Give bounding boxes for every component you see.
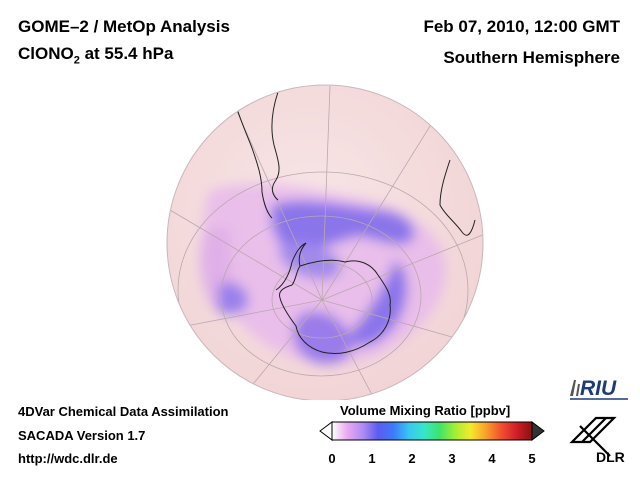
south-america-coast bbox=[231, 89, 280, 219]
colorbar-tick: 2 bbox=[408, 451, 416, 466]
colorbar-low-arrow bbox=[319, 421, 333, 441]
coastlines bbox=[179, 89, 476, 361]
dlr-logo: DLR bbox=[569, 416, 625, 465]
antarctica-coast bbox=[279, 259, 391, 355]
colorbar-tick: 0 bbox=[328, 451, 336, 466]
colorbar-tick: 3 bbox=[448, 451, 456, 466]
footer-url[interactable]: http://wdc.dlr.de bbox=[18, 451, 118, 466]
colorbar-high-arrow bbox=[531, 421, 545, 441]
colorbar bbox=[319, 421, 545, 441]
species-name: ClONO bbox=[18, 44, 74, 63]
title-line-2: ClONO2 at 55.4 hPa bbox=[18, 44, 173, 66]
field-core-north bbox=[271, 200, 415, 252]
date-label: Feb 07, 2010, 12:00 GMT bbox=[423, 17, 620, 36]
africa-coast bbox=[439, 159, 476, 236]
riu-bars-icon bbox=[570, 380, 580, 396]
species-subscript: 2 bbox=[73, 54, 80, 67]
ozone-field bbox=[199, 183, 446, 365]
globe-outline bbox=[166, 84, 484, 400]
colorbar-tick: 4 bbox=[488, 451, 496, 466]
colorbar-label: Volume Mixing Ratio [ppbv] bbox=[340, 403, 511, 418]
footer-line-2: SACADA Version 1.7 bbox=[18, 428, 146, 443]
pressure-level: at 55.4 hPa bbox=[79, 44, 174, 63]
dlr-text: DLR bbox=[596, 449, 625, 465]
riu-logo: RIU bbox=[570, 377, 628, 400]
field-core-center bbox=[279, 242, 341, 280]
field-core-west bbox=[218, 282, 249, 315]
colorbar-gradient bbox=[331, 421, 533, 441]
colorbar-tick: 5 bbox=[528, 451, 536, 466]
title-line-1: GOME–2 / MetOp Analysis bbox=[18, 17, 230, 36]
riu-text: RIU bbox=[580, 377, 617, 400]
footer-line-1: 4DVar Chemical Data Assimilation bbox=[18, 404, 229, 419]
region-label: Southern Hemisphere bbox=[443, 48, 620, 67]
dlr-emblem-icon bbox=[569, 416, 617, 457]
globe-map bbox=[166, 84, 484, 400]
antarctic-peninsula bbox=[275, 242, 307, 291]
colorbar-tick: 1 bbox=[368, 451, 376, 466]
